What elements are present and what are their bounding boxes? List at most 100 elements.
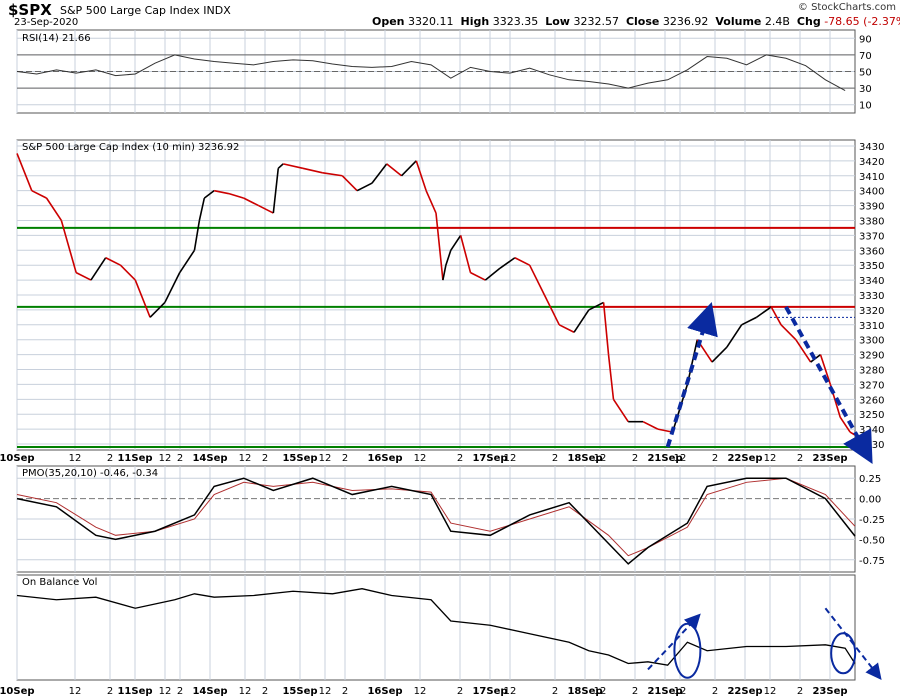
rsi-tick-label: 70 [859, 51, 872, 62]
price-segment [602, 302, 610, 355]
xaxis-mid-label: 2 [107, 453, 113, 464]
price-segment [60, 220, 77, 273]
price-segment [302, 167, 323, 174]
price-segment [442, 265, 447, 281]
price-tick-label: 3330 [859, 291, 884, 302]
price-segment [558, 324, 575, 333]
xaxis-bottom-label: 10Sep [0, 686, 35, 697]
price-segment [356, 182, 373, 192]
xaxis-bottom-label: 2 [107, 686, 113, 697]
price-segment [819, 354, 832, 385]
xaxis-mid-label: 2 [797, 453, 803, 464]
pmo-tick-label: 0.25 [859, 474, 881, 485]
rsi-line [16, 54, 846, 92]
xaxis-bottom-label: 2 [342, 686, 348, 697]
price-tick-label: 3260 [859, 395, 884, 406]
pmo-tick-label: -0.50 [859, 535, 885, 546]
xaxis-mid-label: 12 [594, 453, 607, 464]
pmo-tick-label: -0.25 [859, 515, 885, 526]
price-segment [198, 197, 206, 221]
open-label: Open [372, 15, 405, 28]
xaxis-mid-label: 22Sep [727, 453, 762, 464]
close-value: 3236.92 [662, 15, 709, 28]
obv-panel [16, 574, 856, 681]
down-arrow-23sep [784, 305, 873, 465]
high-value: 3323.35 [492, 15, 539, 28]
price-segment [573, 309, 590, 333]
price-segment [75, 271, 92, 281]
price-tick-label: 3340 [859, 276, 884, 287]
xaxis-bottom-label: 12 [319, 686, 332, 697]
xaxis-bottom-label: 12 [764, 686, 777, 697]
price-tick-label: 3410 [859, 172, 884, 183]
price-segment [780, 324, 797, 341]
obv-legend: On Balance Vol [22, 577, 97, 588]
chart-date: 23-Sep-2020 [14, 17, 79, 28]
price-segment [283, 163, 304, 170]
chg-value: -78.65 (-2.37%) [824, 15, 900, 28]
xaxis-bottom-label: 12 [69, 686, 82, 697]
price-tick-label: 3250 [859, 410, 884, 421]
price-segment [499, 257, 516, 269]
price-segment [105, 257, 121, 266]
high-label: High [460, 15, 490, 28]
xaxis-bottom-label: 11Sep [117, 686, 152, 697]
price-segment [149, 301, 166, 318]
price-segment [119, 264, 136, 281]
price-tick-label: 3360 [859, 246, 884, 257]
xaxis-mid-label: 12 [319, 453, 332, 464]
price-segment [203, 190, 215, 199]
price-tick-label: 3300 [859, 336, 884, 347]
price-segment [415, 160, 427, 191]
xaxis-mid-label: 2 [552, 453, 558, 464]
chart-symbol: $SPX [8, 1, 52, 19]
price-segment [795, 339, 812, 363]
price-segment [371, 163, 388, 184]
pmo-legend: PMO(35,20,10) -0.46, -0.34 [22, 468, 158, 479]
xaxis-bottom-label: 22Sep [727, 686, 762, 697]
rsi-tick-label: 30 [859, 84, 872, 95]
price-segment [243, 197, 259, 207]
price-tick-label: 3370 [859, 231, 884, 242]
xaxis-mid-label: 12 [159, 453, 172, 464]
xaxis-mid-label: 12 [239, 453, 252, 464]
xaxis-bottom-label: 2 [262, 686, 268, 697]
xaxis-bottom-label: 18Sep [567, 686, 602, 697]
pmo-line [16, 477, 856, 565]
open-value: 3320.11 [408, 15, 454, 28]
xaxis-bottom-label: 12 [239, 686, 252, 697]
price-segment [543, 294, 560, 326]
xaxis-mid-label: 12 [414, 453, 427, 464]
price-tick-label: 3390 [859, 202, 884, 213]
price-segment [214, 189, 230, 195]
xaxis-bottom-label: 21Sep [647, 686, 682, 697]
chart-credit: © StockCharts.com [797, 2, 896, 13]
price-segment [45, 197, 63, 221]
xaxis-bottom-label: 2 [712, 686, 718, 697]
price-segment [528, 264, 546, 296]
xaxis-mid-label: 2 [342, 453, 348, 464]
xaxis-bottom-label: 17Sep [472, 686, 507, 697]
down-arrow-obv [824, 607, 882, 680]
price-segment [450, 234, 462, 251]
xaxis-bottom-label: 2 [177, 686, 183, 697]
price-tick-label: 3380 [859, 216, 884, 227]
price-segment [228, 192, 244, 199]
xaxis-bottom-label: 12 [674, 686, 687, 697]
price-segment [164, 272, 181, 303]
xaxis-mid-label: 10Sep [0, 453, 35, 464]
xaxis-mid-label: 17Sep [472, 453, 507, 464]
price-segment [470, 271, 486, 281]
xaxis-bottom-label: 12 [159, 686, 172, 697]
xaxis-bottom-label: 2 [457, 686, 463, 697]
price-segment [272, 168, 280, 214]
xaxis-bottom-label: 12 [414, 686, 427, 697]
rsi-tick-label: 10 [859, 101, 872, 112]
price-tick-label: 3420 [859, 157, 884, 168]
price-segment [711, 346, 728, 363]
xaxis-bottom-label: 2 [552, 686, 558, 697]
xaxis-mid-label: 2 [262, 453, 268, 464]
xaxis-bottom-label: 14Sep [192, 686, 227, 697]
xaxis-mid-label: 12 [504, 453, 517, 464]
price-segment [31, 189, 47, 199]
